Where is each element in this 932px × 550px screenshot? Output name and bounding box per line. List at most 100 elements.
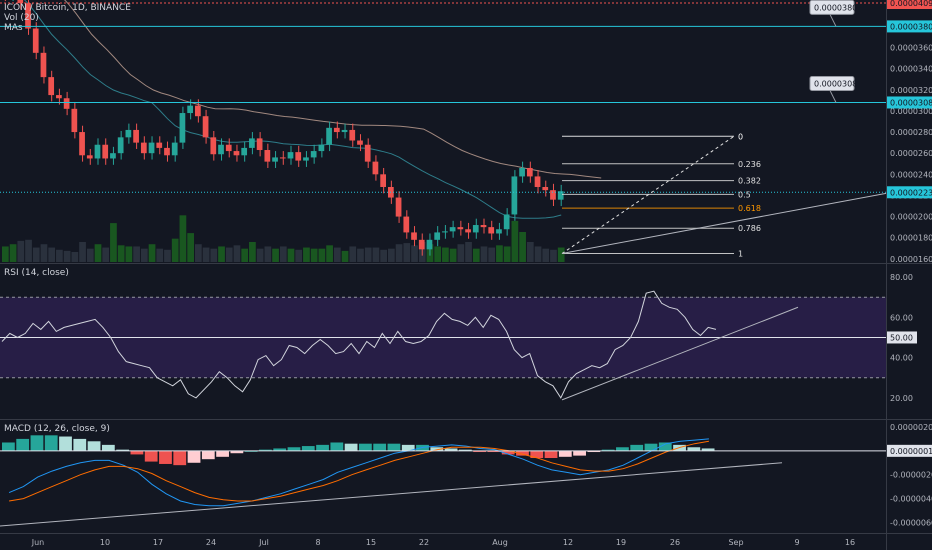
- price-axis-tick: 0.0000240: [890, 170, 932, 179]
- candle-body: [156, 142, 163, 148]
- candle-body: [503, 214, 510, 230]
- candle-body: [326, 127, 332, 145]
- candle-body: [40, 52, 47, 78]
- volume-bar: [140, 248, 148, 262]
- volume-bar: [171, 238, 179, 262]
- candle-body: [241, 147, 248, 156]
- volume-bar: [341, 250, 349, 262]
- volume-bar: [125, 246, 133, 262]
- macd-histogram-bar: [501, 450, 515, 455]
- volume-bar: [318, 248, 326, 262]
- macd-axis-tick: -0.0000040: [890, 495, 932, 504]
- rsi-axis-tick: 80.00: [890, 273, 913, 282]
- volume-bar: [519, 232, 526, 262]
- price-legend: ICON / Bitcoin, 1D, BINANCE Vol (20) MAs: [4, 3, 131, 33]
- volume-bar: [110, 223, 117, 262]
- time-axis-tick: 12: [563, 538, 573, 547]
- volume-bar: [133, 246, 140, 262]
- fib-trend-dashed: [561, 135, 735, 254]
- candle-body: [164, 147, 170, 156]
- candle-body: [449, 227, 456, 232]
- volume-bar: [526, 242, 534, 262]
- macd-current-box: [887, 444, 932, 457]
- price-axis-tick: 0.0000360: [890, 44, 932, 53]
- macd-title[interactable]: MACD (12, 26, close, 9): [4, 424, 110, 434]
- candle-body: [56, 95, 62, 99]
- candle-body: [218, 144, 224, 155]
- macd-histogram-bar: [601, 449, 615, 451]
- candle-body: [272, 157, 278, 162]
- candle-body: [125, 129, 132, 138]
- candle-body: [442, 231, 448, 233]
- candle-body: [279, 157, 286, 159]
- macd-histogram-bar: [516, 450, 529, 456]
- volume-bar: [63, 250, 71, 262]
- rsi-legend: RSI (14, close): [4, 268, 69, 278]
- price-axis-label-box: [887, 96, 932, 109]
- price-axis-label: 0.0000409: [890, 0, 932, 8]
- volume-bar: [164, 249, 171, 262]
- macd-histogram-bar: [30, 435, 44, 451]
- fib-level-label: 0.236: [738, 160, 761, 169]
- macd-histogram-bar: [401, 444, 415, 451]
- macd-histogram-bar: [87, 441, 101, 451]
- candle-body: [372, 161, 379, 175]
- rsi-line: [1, 290, 717, 399]
- volume-bar: [372, 247, 380, 262]
- level-callout-text: 0.0000380: [814, 3, 857, 12]
- volume-bar: [249, 242, 256, 262]
- volume-bar: [496, 245, 503, 262]
- ma-fast-line: [24, 0, 562, 219]
- candle-body: [380, 174, 386, 187]
- candle-body: [550, 190, 556, 200]
- macd-histogram-bar: [73, 438, 87, 451]
- macd-histogram-bar: [658, 442, 672, 451]
- volume-bar: [480, 246, 488, 262]
- price-axis-label: 0.0000380: [890, 22, 932, 31]
- macd-axis-tick: -0.0000020: [890, 471, 932, 480]
- volume-bar: [557, 247, 565, 262]
- candle-body: [71, 108, 78, 133]
- volume-bar: [465, 242, 472, 262]
- price-pane: [0, 0, 886, 262]
- macd-histogram-bar: [173, 450, 187, 466]
- mas-indicator-label[interactable]: MAs: [4, 23, 23, 33]
- volume-bar: [9, 244, 17, 262]
- price-axis-tick: 0.0000280: [890, 128, 932, 137]
- macd-histogram-bar: [130, 450, 144, 455]
- price-axis-label: 0.0000308: [890, 98, 932, 107]
- price-axis-tick: 0.0000260: [890, 149, 932, 158]
- level-callout-pointer: [829, 14, 837, 27]
- vol-indicator-label[interactable]: Vol (20): [4, 13, 39, 23]
- macd-legend: MACD (12, 26, close, 9): [4, 424, 110, 434]
- volume-bar: [395, 244, 403, 262]
- symbol-title[interactable]: ICON / Bitcoin, 1D, BINANCE: [4, 3, 131, 13]
- macd-histogram-bar: [316, 444, 329, 451]
- volume-bar: [187, 233, 194, 262]
- macd-histogram-bar: [301, 446, 315, 451]
- candle-body: [395, 197, 402, 217]
- level-callout-pointer: [829, 90, 837, 103]
- candle-body: [179, 113, 186, 143]
- candle-body: [17, 0, 24, 4]
- volume-bar: [94, 244, 102, 262]
- rsi-title[interactable]: RSI (14, close): [4, 268, 69, 278]
- signal-line: [9, 440, 709, 502]
- macd-histogram-bar: [16, 438, 30, 451]
- volume-bar: [550, 249, 557, 262]
- candle-body: [357, 140, 363, 145]
- price-axis-tick: 0.0000300: [890, 107, 932, 116]
- macd-histogram-bar: [530, 450, 544, 458]
- candle-body: [210, 137, 217, 155]
- volume-bar: [279, 246, 287, 262]
- candle-body: [102, 144, 109, 159]
- macd-histogram-bar: [101, 444, 115, 451]
- volume-bar: [48, 247, 56, 262]
- candle-body: [110, 153, 116, 159]
- fib-level-label: 0.5: [738, 190, 751, 199]
- macd-histogram-bar: [430, 447, 444, 451]
- candle-body: [341, 129, 348, 133]
- candle-body: [202, 116, 209, 138]
- volume-bar: [434, 246, 442, 262]
